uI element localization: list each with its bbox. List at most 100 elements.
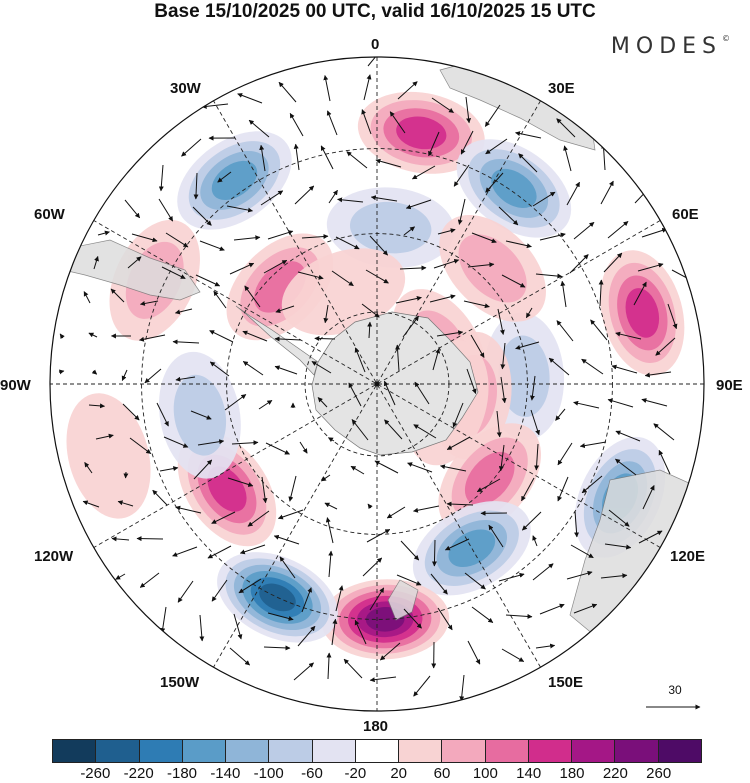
wind-arrow (343, 658, 363, 679)
wind-arrow (331, 270, 354, 287)
wind-arrow (59, 333, 65, 340)
wind-arrow (500, 342, 506, 370)
wind-arrow (615, 331, 642, 340)
wind-arrow (505, 613, 533, 619)
wind-arrow (363, 74, 372, 101)
wind-arrow (460, 130, 474, 155)
wind-arrow (175, 376, 196, 382)
wind-arrow (667, 303, 678, 330)
wind-arrow (603, 252, 623, 273)
wind-arrow (247, 510, 270, 527)
wind-arrow (430, 573, 448, 595)
wind-arrow (326, 110, 338, 136)
lon-label-120e: 120E (670, 548, 706, 565)
wind-arrow (289, 112, 304, 137)
wind-arrow (642, 485, 655, 510)
wind-arrow (311, 361, 332, 374)
wind-arrow (375, 158, 402, 168)
anomaly-contour (211, 160, 258, 200)
wind-arrow (248, 119, 270, 138)
colorbar-swatch (53, 740, 97, 762)
wind-arrow (301, 587, 312, 613)
anomaly-contour (207, 466, 247, 512)
anomaly-contour (625, 288, 660, 338)
wind-arrow (457, 198, 466, 225)
wind-arrow (641, 398, 668, 407)
wind-arrow (172, 339, 200, 345)
wind-arrow (611, 364, 638, 374)
wind-arrow (278, 81, 297, 103)
wind-arrow (97, 230, 110, 236)
wind-arrow (139, 300, 159, 306)
wind-arrow (201, 103, 229, 109)
wind-arrow (348, 382, 362, 407)
wind-arrow (485, 172, 504, 193)
wind-arrow (110, 288, 125, 303)
wind-arrow (573, 221, 595, 240)
wind-arrow (452, 402, 464, 428)
wind-arrow (484, 104, 501, 127)
wind-arrow (139, 334, 166, 342)
wind-arrow (521, 477, 535, 502)
wind-arrow (361, 303, 380, 318)
wind-arrow (337, 197, 364, 203)
wind-arrow (566, 570, 593, 580)
wind-arrow (386, 506, 406, 519)
wind-arrow (244, 285, 261, 308)
wind-arrow (129, 437, 152, 454)
wind-arrow (581, 358, 604, 375)
wind-arrow (84, 462, 93, 474)
lon-label-150w: 150W (160, 674, 200, 691)
wind-arrow (209, 330, 234, 343)
lon-label-90e: 90E (716, 377, 743, 394)
wind-arrow (263, 259, 288, 274)
colorbar-ticks: -260 -220 -180 -140 -100 -60 -20 20 60 100 140 180 2… (0, 765, 750, 783)
wind-arrow (407, 462, 433, 473)
wind-arrow (465, 96, 472, 124)
wind-arrow (658, 449, 671, 475)
reference-arrow-icon (646, 704, 701, 710)
lon-label-90w: 90W (0, 377, 31, 394)
wind-arrow (655, 337, 676, 356)
map-title: Base 15/10/2025 00 UTC, valid 16/10/2025… (154, 1, 596, 22)
wind-arrow (411, 165, 436, 180)
wind-arrow (557, 476, 569, 502)
colorbar-tick-label: 220 (602, 765, 628, 782)
wind-arrow (273, 534, 300, 545)
wind-arrow (263, 645, 291, 651)
wind-arrow (211, 579, 228, 602)
wind-arrow (261, 476, 268, 504)
wind-arrow (529, 375, 536, 401)
wind-arrow (361, 109, 372, 135)
wind-arrow (325, 517, 334, 544)
wind-arrow (199, 614, 205, 642)
wind-arrow (395, 295, 422, 304)
wind-arrow (436, 330, 464, 337)
wind-arrow (573, 400, 600, 409)
wind-arrow (539, 603, 565, 615)
wind-arrow (369, 235, 388, 256)
wind-arrow (395, 344, 401, 372)
wind-arrow (326, 652, 332, 680)
wind-arrow (229, 262, 255, 275)
wind-arrow (238, 578, 262, 594)
wind-arrow (331, 618, 338, 646)
wind-arrow (193, 172, 199, 200)
wind-arrow (496, 410, 502, 438)
wind-arrow (172, 546, 198, 557)
wind-arrow (279, 556, 296, 579)
wind-arrow (367, 503, 373, 510)
wind-arrow (117, 500, 134, 507)
meridian-line (93, 220, 661, 548)
wind-arrow (158, 198, 174, 222)
reference-vector: 30 (640, 683, 710, 722)
wind-arrow (521, 511, 542, 531)
wind-arrow (181, 138, 202, 157)
wind-arrow (446, 501, 474, 507)
wind-arrow (144, 368, 162, 384)
wind-arrow (294, 185, 315, 205)
wind-arrow (328, 189, 338, 204)
anomaly-blob (158, 351, 241, 479)
colorbar-swatch (615, 740, 659, 762)
wind-arrow (83, 291, 91, 304)
